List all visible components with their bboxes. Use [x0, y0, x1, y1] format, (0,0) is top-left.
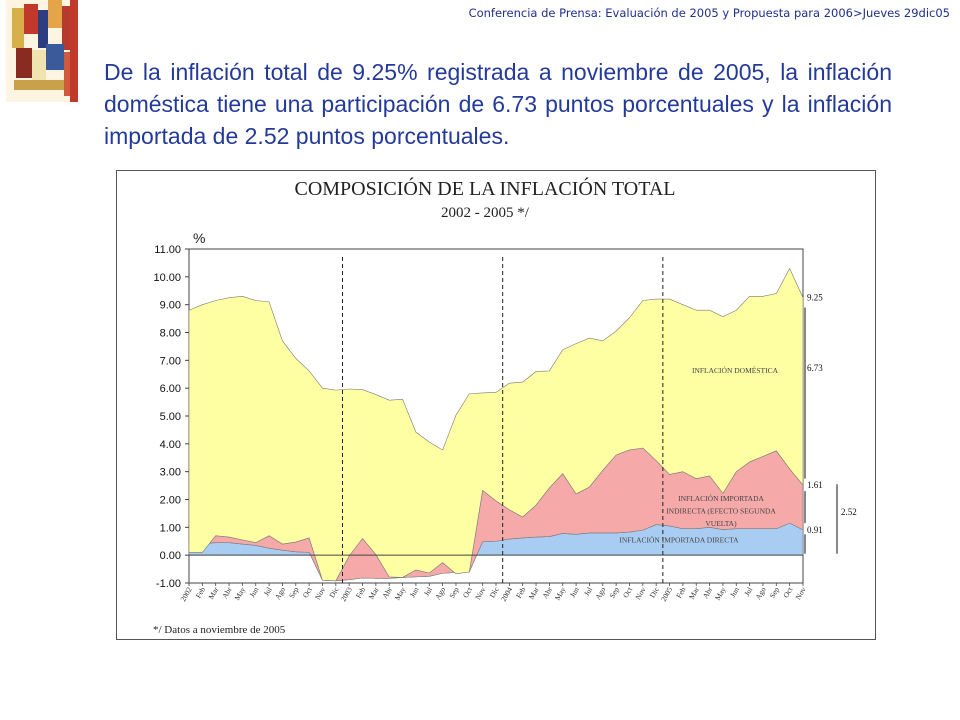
y-tick-label: 1.00 — [160, 522, 181, 534]
y-tick-label: 6.00 — [160, 383, 181, 395]
x-tick-label: Jun — [568, 585, 581, 599]
x-tick-label: Sep — [768, 585, 782, 599]
y-tick-label: -1.00 — [156, 578, 181, 590]
x-tick-label: Jun — [408, 585, 421, 599]
inflation-composition-chart: COMPOSICIÓN DE LA INFLACIÓN TOTAL 2002 -… — [153, 176, 857, 636]
x-tick-label: 2004 — [499, 585, 514, 603]
chart-panel: COMPOSICIÓN DE LA INFLACIÓN TOTAL 2002 -… — [116, 170, 876, 640]
y-tick-label: 0.00 — [160, 550, 181, 562]
y-tick-label: 7.00 — [160, 355, 181, 367]
chart-subtitle: 2002 - 2005 */ — [441, 205, 530, 221]
label-indirect-line3: VUELTA) — [705, 519, 737, 528]
x-tick-label: Ago — [753, 585, 767, 601]
presentation-header: Conferencia de Prensa: Evaluación de 200… — [468, 6, 950, 20]
x-tick-label: May — [393, 585, 408, 602]
x-tick-label: Feb — [514, 585, 528, 599]
y-axis-unit-label: % — [193, 230, 205, 246]
x-tick-label: Mar — [527, 585, 541, 601]
annotation-indirect: 1.61 — [807, 480, 823, 490]
x-tick-label: Nov — [473, 585, 487, 601]
y-tick-label: 4.00 — [160, 439, 181, 451]
label-indirect-line1: INFLACIÓN IMPORTADA — [678, 493, 764, 503]
x-tick-label: Jun — [247, 585, 260, 599]
x-tick-label: Jul — [422, 586, 434, 598]
y-tick-label: 2.00 — [160, 495, 181, 507]
x-tick-label: Jul — [262, 586, 274, 598]
x-tick-label: Sep — [447, 585, 461, 599]
annotation-domestic: 6.73 — [807, 363, 823, 373]
label-direct: INFLACIÓN IMPORTADA DIRECTA — [619, 535, 739, 545]
annotation-direct: 0.91 — [807, 525, 823, 535]
x-tick-label: Sep — [607, 585, 621, 599]
x-tick-label: May — [232, 585, 247, 602]
x-tick-label: Jul — [582, 586, 594, 598]
y-tick-label: 5.00 — [160, 411, 181, 423]
x-tick-label: Feb — [194, 585, 208, 599]
x-tick-label: Nov — [633, 585, 647, 601]
x-tick-label: May — [553, 585, 568, 602]
x-tick-label: Feb — [354, 585, 368, 599]
chart-footnote: */ Datos a noviembre de 2005 — [153, 624, 286, 636]
y-tick-label: 9.00 — [160, 300, 181, 312]
chart-title: COMPOSICIÓN DE LA INFLACIÓN TOTAL — [294, 176, 675, 200]
x-tick-label: Mar — [687, 585, 701, 601]
logo-artwork — [6, 0, 78, 102]
x-tick-label: Jul — [742, 586, 754, 598]
slide-body-text: De la inflación total de 9.25% registrad… — [104, 59, 892, 149]
x-tick-label: Nov — [793, 585, 807, 601]
x-tick-label: Nov — [313, 585, 327, 601]
y-tick-label: 11.00 — [154, 244, 181, 256]
x-tick-label: Ago — [593, 585, 607, 601]
x-tick-label: Feb — [674, 585, 688, 599]
plot-area: 11.00 10.00 9.00 8.00 7.00 6.00 5.00 4.00 3.00 2.… — [153, 244, 856, 603]
annotation-total: 9.25 — [807, 293, 823, 303]
y-tick-label: 3.00 — [160, 467, 181, 479]
x-tick-label: May — [713, 585, 728, 602]
x-tick-label: Ago — [433, 585, 447, 601]
x-tick-label: Ago — [273, 585, 287, 601]
x-tick-label: Sep — [287, 585, 301, 599]
y-tick-label: 8.00 — [160, 328, 181, 340]
x-tick-label: Mar — [367, 585, 381, 601]
x-tick-label: 2003 — [339, 585, 354, 603]
label-domestic: INFLACIÓN DOMÉSTICA — [692, 365, 779, 375]
x-tick-label: 2005 — [659, 585, 674, 603]
y-tick-label: 10.00 — [153, 272, 181, 284]
x-tick-label: Mar — [206, 585, 220, 601]
label-indirect-line2: INDIRECTA (EFECTO SEGUNDA — [666, 506, 776, 515]
x-tick-label: Jun — [728, 585, 741, 599]
annotation-imported-total: 2.52 — [841, 507, 857, 517]
